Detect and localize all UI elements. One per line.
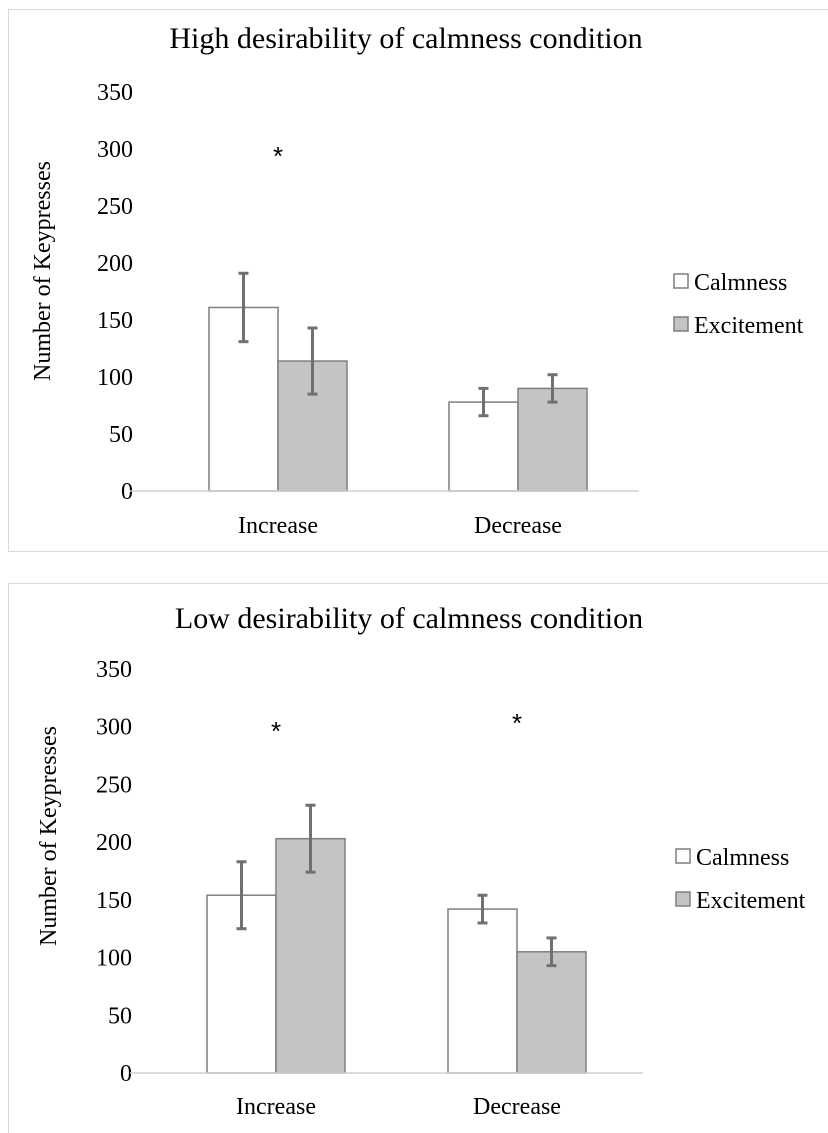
legend-label-calmness: Calmness bbox=[694, 270, 787, 296]
bar-excitement-decrease bbox=[516, 951, 587, 1074]
chart-panel-high: High desirability of calmness condition N… bbox=[8, 9, 828, 552]
y-axis-label: Number of Keypresses bbox=[30, 161, 56, 381]
y-tick-label: 150 bbox=[97, 308, 133, 334]
y-tick-label: 100 bbox=[96, 946, 132, 972]
bar-excitement-decrease bbox=[517, 387, 588, 492]
y-tick-label: 100 bbox=[97, 365, 133, 391]
chart-high-desirability: High desirability of calmness condition N… bbox=[30, 22, 804, 539]
y-tick-label: 150 bbox=[96, 888, 132, 914]
legend-label-calmness: Calmness bbox=[696, 845, 789, 871]
y-tick-label: 0 bbox=[120, 1061, 132, 1087]
significance-marker: * bbox=[273, 141, 283, 171]
chart-panel-low: Low desirability of calmness condition Nu… bbox=[8, 583, 828, 1133]
significance-marker: * bbox=[271, 716, 281, 746]
x-category-label: Decrease bbox=[473, 1094, 561, 1120]
y-axis-label: Number of Keypresses bbox=[36, 726, 62, 946]
y-tick-label: 50 bbox=[108, 1003, 132, 1029]
chart-title: Low desirability of calmness condition bbox=[175, 602, 643, 635]
y-tick-label: 200 bbox=[96, 830, 132, 856]
y-tick-label: 300 bbox=[97, 137, 133, 163]
y-tick-label: 250 bbox=[96, 772, 132, 798]
chart-low-desirability: Low desirability of calmness condition Nu… bbox=[36, 602, 806, 1120]
y-tick-label: 250 bbox=[97, 194, 133, 220]
legend-swatch-excitement bbox=[673, 316, 689, 332]
y-tick-label: 300 bbox=[96, 715, 132, 741]
x-category-label: Increase bbox=[238, 513, 318, 539]
chart-title: High desirability of calmness condition bbox=[169, 22, 642, 55]
y-tick-label: 200 bbox=[97, 251, 133, 277]
x-category-label: Increase bbox=[236, 1094, 316, 1120]
y-tick-label: 50 bbox=[109, 422, 133, 448]
legend-swatch-excitement bbox=[675, 891, 691, 907]
legend-swatch-calmness bbox=[675, 848, 691, 864]
y-tick-label: 350 bbox=[96, 657, 132, 683]
legend-label-excitement: Excitement bbox=[696, 888, 806, 914]
y-tick-label: 0 bbox=[121, 479, 133, 505]
legend-label-excitement: Excitement bbox=[694, 313, 804, 339]
x-category-label: Decrease bbox=[474, 513, 562, 539]
bar-excitement-increase bbox=[275, 837, 346, 1074]
legend-swatch-calmness bbox=[673, 273, 689, 289]
bar-calmness-decrease bbox=[447, 908, 518, 1074]
significance-marker: * bbox=[512, 708, 522, 738]
y-tick-label: 350 bbox=[97, 80, 133, 106]
